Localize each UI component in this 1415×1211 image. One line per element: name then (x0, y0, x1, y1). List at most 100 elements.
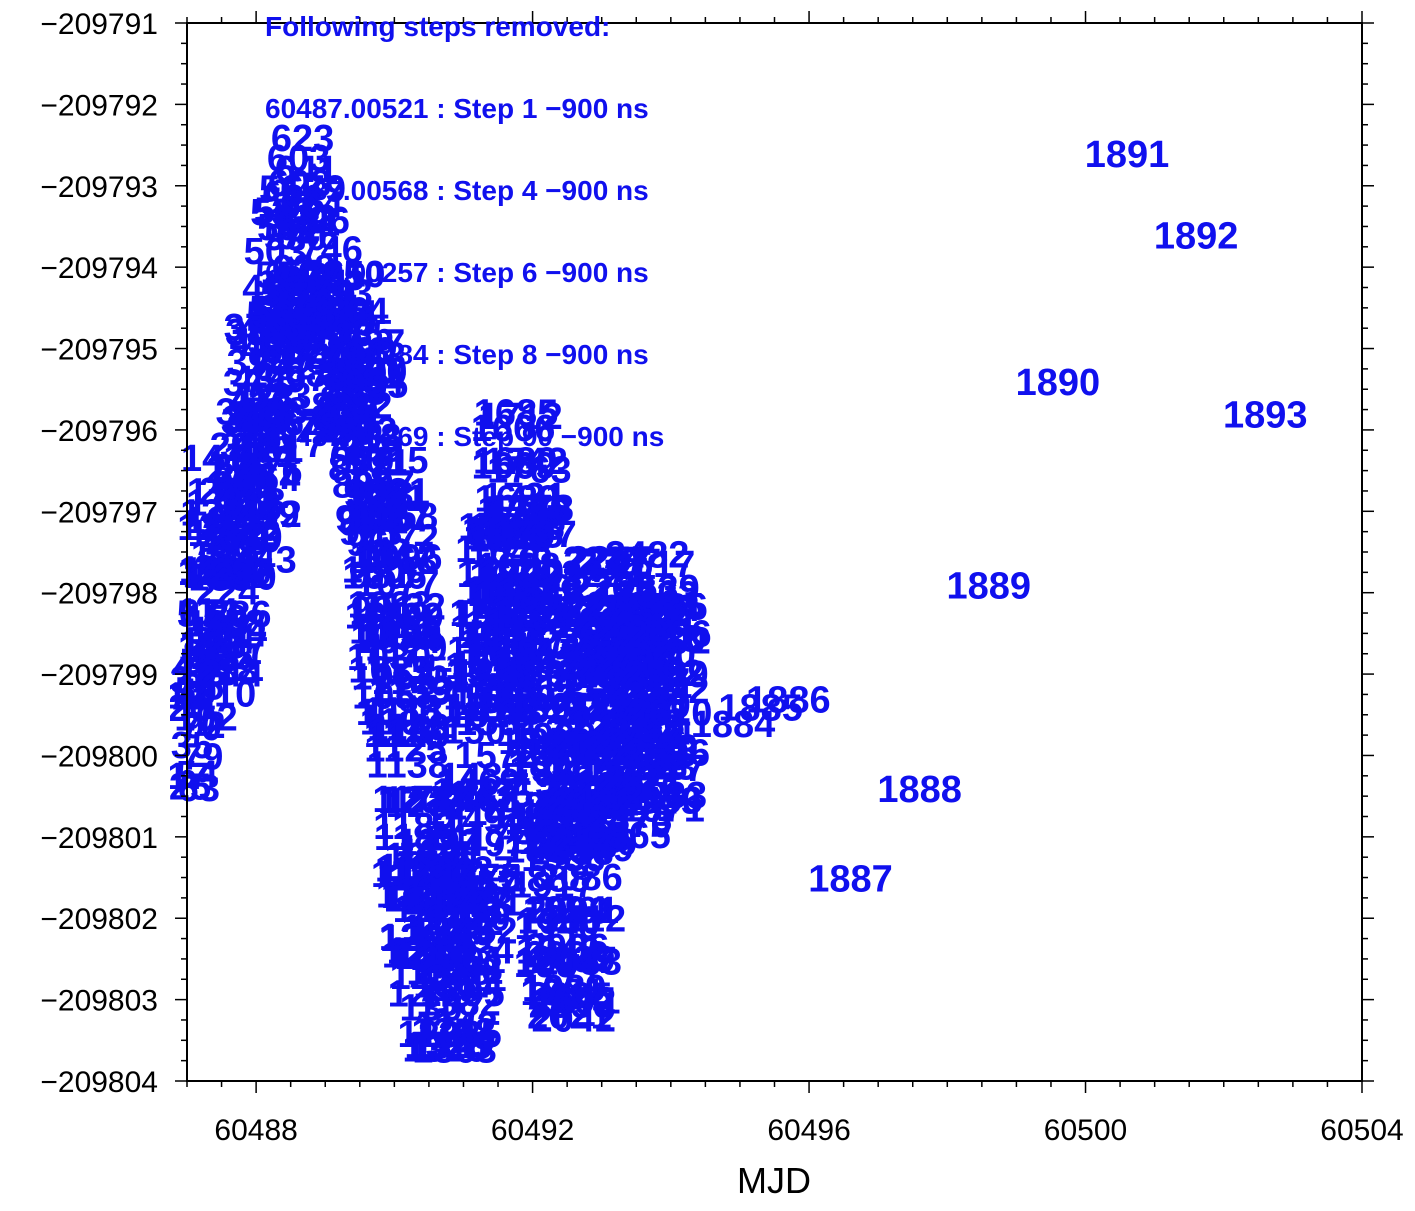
point-label: 2189 (557, 724, 642, 766)
point-label: 533 (250, 192, 313, 234)
point-label: 1728 (481, 500, 566, 542)
point-label: 1715 (479, 514, 564, 556)
point-label: 165 (185, 604, 248, 646)
point-label: 2174 (554, 788, 639, 830)
point-label: 345 (218, 488, 281, 530)
point-label: 2186 (556, 771, 641, 813)
point-label: 603 (267, 138, 330, 180)
point-label: 1332 (405, 880, 490, 922)
point-label: 1428 (428, 884, 513, 926)
point-label: 2520 (612, 633, 697, 675)
point-label: 2179 (554, 605, 639, 647)
point-label: 199 (191, 534, 254, 576)
point-label: 2427 (596, 765, 681, 807)
point-label: 515 (246, 309, 309, 351)
point-label: 1096 (358, 537, 443, 579)
point-label: 2146 (549, 769, 634, 811)
point-label: 54 (176, 754, 218, 796)
point-label: 244 (200, 653, 263, 695)
point-label: 2098 (540, 783, 625, 825)
point-label: 632 (273, 198, 336, 240)
point-label: 1926 (512, 733, 597, 775)
point-label: 864 (325, 291, 388, 333)
point-label: 724 (294, 301, 357, 343)
point-label: 282 (207, 555, 270, 597)
point-label: 690 (286, 295, 349, 337)
point-label: 1338 (406, 952, 491, 994)
point-label: 1149 (368, 714, 450, 756)
point-label: 790 (308, 293, 371, 335)
point-label: 1960 (517, 901, 602, 943)
point-label: 2155 (550, 730, 635, 772)
point-label: 2289 (574, 618, 659, 660)
point-label: 2586 (623, 587, 708, 629)
point-label: 1685 (474, 393, 559, 435)
point-label: 2606 (627, 613, 712, 655)
point-label: 374 (223, 363, 286, 405)
point-label: 554 (256, 292, 319, 334)
point-label: 336 (217, 519, 280, 561)
point-label: 1763 (487, 450, 572, 492)
point-label: 2025 (528, 976, 613, 1018)
point-label: 528 (249, 289, 312, 331)
point-label: 2499 (608, 602, 693, 644)
point-label: 1234 (385, 836, 470, 878)
point-label: 547 (254, 191, 317, 233)
point-label: 835 (319, 407, 382, 449)
y-tick-label: −209798 (40, 578, 158, 611)
point-label: 1790 (491, 589, 576, 631)
point-label: 1437 (430, 849, 515, 891)
point-label: 1622 (463, 517, 548, 559)
point-label: 618 (270, 296, 333, 338)
y-tick-label: −209801 (40, 822, 158, 855)
point-label: 1841 (498, 721, 583, 763)
point-label: 1530 (448, 652, 533, 694)
point-label: 2215 (560, 615, 645, 657)
point-label: 2116 (544, 753, 626, 795)
point-label: 2166 (552, 655, 637, 697)
point-label: 1752 (485, 602, 570, 644)
point-label: 1591 (458, 506, 543, 548)
point-label: 2549 (617, 781, 702, 823)
point-label: 1105 (361, 615, 443, 657)
point-label: 2417 (594, 640, 679, 682)
point-label: 1874 (503, 785, 588, 827)
point-label: 88 (183, 633, 225, 675)
point-label: 2235 (564, 590, 649, 632)
point-label: 1323 (403, 880, 488, 922)
point-label: 2095 (540, 819, 625, 861)
point-label: 731 (296, 317, 359, 359)
point-label: 696 (287, 200, 350, 242)
point-label: 1417 (425, 817, 510, 859)
point-label: 1373 (414, 939, 499, 981)
point-label: 2482 (605, 535, 690, 577)
point-label: 1545 (450, 608, 535, 650)
point-label: 1178 (372, 779, 454, 821)
point-label: 2083 (537, 942, 622, 984)
point-label: 1254 (390, 956, 475, 998)
point-label: 2058 (534, 791, 619, 833)
point-label: 2565 (620, 586, 705, 628)
x-tick-label: 60500 (1044, 1114, 1127, 1147)
point-label: 1689 (475, 478, 560, 520)
point-label: 511 (246, 294, 307, 336)
x-tick-labels: 60488 60492 60496 60500 60504 (214, 1114, 1403, 1147)
point-label: 1893 (1223, 395, 1308, 437)
point-label: 664 (280, 185, 343, 227)
point-label: 1949 (516, 930, 601, 972)
point-label: 1199 (378, 847, 460, 889)
point-label: 2448 (599, 640, 684, 682)
point-label: 910 (336, 349, 399, 391)
point-label: 2129 (546, 816, 631, 858)
point-label: 1463 (435, 779, 520, 821)
point-label: 1772 (489, 644, 574, 686)
y-tick-label: −209800 (40, 740, 158, 773)
point-label: 950 (344, 351, 407, 393)
point-label: 1382 (416, 983, 501, 1025)
dense-point-cloud: 1217202531354144475054576367707579858892… (170, 118, 712, 1072)
point-label: 230 (197, 541, 260, 583)
point-label: 92 (183, 705, 225, 747)
point-label: 1058 (352, 676, 437, 718)
point-label: 746 (299, 230, 362, 272)
